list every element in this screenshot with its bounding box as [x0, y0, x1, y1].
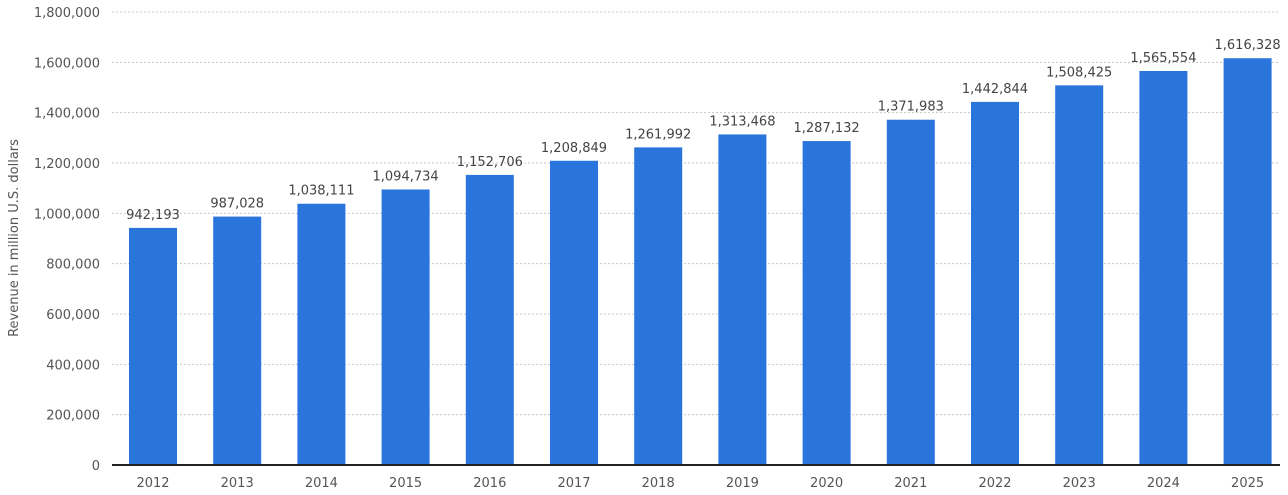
y-tick-label: 0: [92, 459, 100, 474]
data-label-2013: 987,028: [210, 197, 264, 212]
data-label-2014: 1,038,111: [288, 184, 354, 199]
bar-2021[interactable]: [886, 119, 935, 465]
x-tick-label: 2019: [726, 476, 759, 491]
bar-2025[interactable]: [1223, 58, 1272, 465]
x-tick-label: 2018: [642, 476, 675, 491]
bar-2015[interactable]: [381, 189, 430, 465]
x-tick-label: 2022: [978, 476, 1011, 491]
y-tick-label: 800,000: [46, 258, 100, 273]
x-tick-label: 2013: [221, 476, 254, 491]
y-axis-ticks: 0 200,000 400,000 600,000 800,000 1,000,000 1,…: [34, 6, 100, 474]
data-label-2019: 1,313,468: [709, 114, 775, 129]
data-label-2021: 1,371,983: [878, 100, 944, 115]
bar-2023[interactable]: [1055, 85, 1104, 466]
y-axis-title: Revenue in million U.S. dollars: [7, 139, 22, 337]
x-tick-label: 2016: [473, 476, 506, 491]
x-tick-label: 2024: [1147, 476, 1180, 491]
data-label-2012: 942,193: [126, 208, 180, 223]
bar-2019[interactable]: [718, 134, 767, 465]
data-label-2015: 1,094,734: [373, 169, 439, 184]
bar-2020[interactable]: [802, 141, 851, 465]
bar-2016[interactable]: [465, 174, 514, 465]
data-label-2017: 1,208,849: [541, 141, 607, 156]
y-tick-label: 400,000: [46, 358, 100, 373]
bar-2017[interactable]: [550, 160, 598, 465]
bar-2022[interactable]: [971, 101, 1019, 465]
bar-2013[interactable]: [213, 216, 262, 465]
data-label-2018: 1,261,992: [625, 127, 691, 142]
x-tick-label: 2012: [136, 476, 169, 491]
x-axis-ticks: 2012 2013 2014 2015 2016 2017 2018 2019 2020 2021…: [136, 476, 1264, 491]
y-tick-label: 1,800,000: [34, 6, 100, 21]
y-tick-label: 200,000: [46, 409, 100, 424]
bar-2012[interactable]: [129, 227, 177, 465]
x-tick-label: 2015: [389, 476, 422, 491]
x-tick-label: 2020: [810, 476, 843, 491]
bar-2018[interactable]: [634, 147, 683, 465]
y-tick-label: 1,200,000: [34, 157, 100, 172]
y-tick-label: 1,000,000: [34, 207, 100, 222]
data-label-2022: 1,442,844: [962, 82, 1028, 97]
x-tick-label: 2021: [894, 476, 927, 491]
x-tick-label: 2025: [1231, 476, 1264, 491]
data-labels: 942,193 987,028 1,038,111 1,094,734 1,152,70…: [126, 38, 1281, 223]
data-label-2025: 1,616,328: [1215, 38, 1281, 53]
y-tick-label: 600,000: [46, 308, 100, 323]
x-tick-label: 2017: [557, 476, 590, 491]
bar-2024[interactable]: [1139, 71, 1188, 465]
data-label-2023: 1,508,425: [1046, 65, 1112, 80]
x-tick-label: 2023: [1063, 476, 1096, 491]
bars: [129, 58, 1272, 466]
data-label-2016: 1,152,706: [457, 155, 523, 170]
bar-2014[interactable]: [297, 203, 346, 465]
y-tick-label: 1,400,000: [34, 107, 100, 122]
x-tick-label: 2014: [305, 476, 338, 491]
data-label-2024: 1,565,554: [1130, 51, 1196, 66]
data-label-2020: 1,287,132: [794, 121, 860, 136]
y-tick-label: 1,600,000: [34, 56, 100, 71]
